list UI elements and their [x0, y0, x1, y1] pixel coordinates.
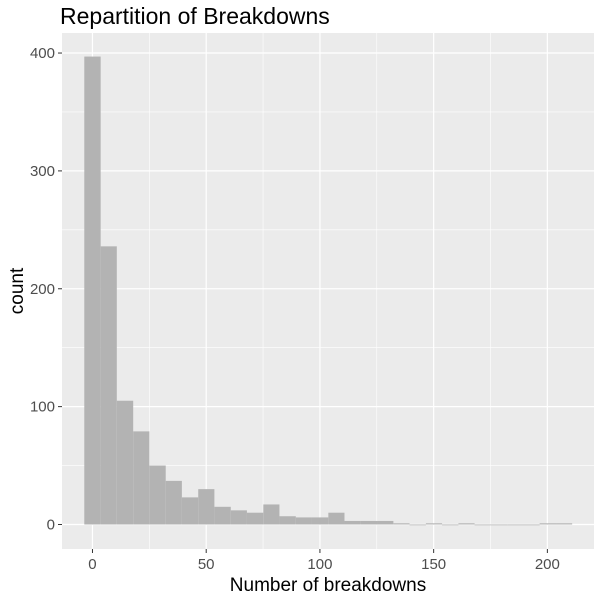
y-tick-label: 300	[30, 163, 55, 180]
x-tick-label: 200	[535, 556, 560, 573]
histogram-bar	[263, 504, 280, 525]
histogram-bar	[133, 431, 150, 525]
y-tick-label: 100	[30, 399, 55, 416]
histogram-bar	[490, 524, 508, 526]
y-tick-label: 200	[30, 281, 55, 298]
histogram-bar	[377, 520, 394, 525]
histogram-bar	[409, 524, 426, 526]
histogram-bar	[116, 400, 134, 525]
histogram-bar	[311, 517, 329, 525]
y-tick-labels: 0 100 200 300 400	[30, 45, 55, 533]
y-tick-label: 400	[30, 45, 55, 62]
histogram-bar	[393, 523, 410, 525]
x-tick-label: 50	[198, 556, 215, 573]
x-tick-labels: 0 50 100 150 200	[88, 556, 560, 573]
axis-ticks	[58, 52, 548, 553]
x-axis-title: Number of breakdowns	[230, 575, 426, 596]
y-tick-label: 0	[47, 516, 55, 533]
plot-panel	[62, 33, 594, 549]
histogram-bar	[474, 524, 491, 526]
histogram-bar	[458, 523, 475, 525]
histogram-bar	[230, 510, 247, 525]
histogram-bar	[181, 497, 199, 525]
x-tick-label: 0	[88, 556, 96, 573]
histogram-bar	[84, 56, 101, 525]
histogram-bars	[84, 56, 573, 526]
histogram-bar	[523, 524, 540, 526]
histogram-bar	[149, 465, 166, 525]
histogram-bar	[100, 246, 117, 525]
histogram-bar	[295, 517, 312, 525]
histogram-bar	[556, 523, 573, 525]
histogram-bar	[442, 524, 459, 526]
histogram-bar	[344, 520, 361, 525]
histogram-bar	[425, 523, 443, 525]
histogram-bar	[279, 516, 296, 525]
histogram-bar	[246, 512, 264, 525]
histogram-bar	[507, 524, 524, 526]
histogram-bar	[328, 512, 345, 525]
x-tick-label: 150	[421, 556, 446, 573]
histogram-bar	[360, 520, 378, 525]
y-axis-title: count	[7, 267, 28, 314]
histogram-bar	[539, 523, 557, 525]
histogram-bar	[214, 506, 231, 525]
chart-title: Repartition of Breakdowns	[60, 3, 330, 29]
x-tick-label: 100	[307, 556, 332, 573]
histogram-bar	[165, 480, 182, 525]
histogram-bar	[198, 489, 215, 525]
